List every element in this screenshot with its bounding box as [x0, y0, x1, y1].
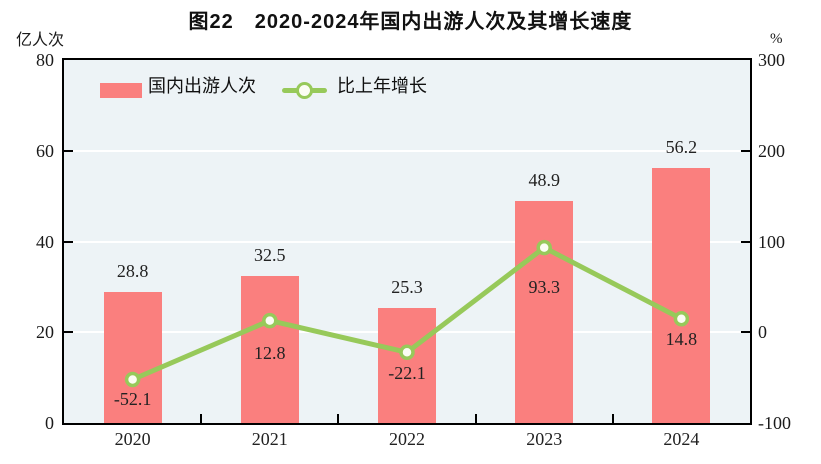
- chart-title: 图22 2020-2024年国内出游人次及其增长速度: [188, 11, 633, 33]
- left-axis-unit-label: 亿人次: [16, 32, 65, 49]
- x-axis-label-2023: 2023: [526, 429, 563, 449]
- x-axis-label-2024: 2024: [663, 429, 700, 449]
- line-marker-2021: [262, 312, 278, 329]
- bar-label-2024: 56.2: [665, 136, 698, 157]
- line-marker-2022: [399, 344, 415, 361]
- bar-2023: [515, 201, 574, 423]
- bottom-axis-tick: [337, 414, 340, 423]
- bar-2022: [378, 308, 436, 423]
- right-axis-tick: [741, 240, 750, 243]
- bottom-axis-tick: [611, 414, 614, 423]
- legend-label-line: 比上年增长: [337, 76, 427, 96]
- right-axis-tick-label: 0: [758, 322, 767, 343]
- bar-label-2022: 25.3: [391, 277, 423, 298]
- bar-2024: [652, 168, 711, 423]
- line-marker-2020: [124, 371, 141, 388]
- x-axis-label-2020: 2020: [114, 429, 151, 449]
- bar-label-2020: 28.8: [116, 261, 149, 282]
- line-label-2021: 12.8: [254, 342, 286, 363]
- line-marker-2024: [673, 311, 690, 327]
- gridline-40: [64, 240, 750, 243]
- left-axis-tick: [64, 240, 73, 243]
- right-axis-tick-label: 300: [758, 50, 785, 70]
- bottom-axis-tick: [200, 414, 203, 423]
- line-label-2022: -22.1: [388, 363, 426, 384]
- x-axis-label-2021: 2021: [251, 429, 288, 449]
- right-axis-unit-label: %: [770, 31, 783, 47]
- chart-legend: 国内出游人次 比上年增长: [64, 60, 750, 120]
- right-axis-tick-label: 200: [758, 140, 785, 161]
- right-axis-tick: [741, 149, 750, 152]
- bottom-axis-tick: [474, 414, 477, 423]
- left-axis-tick-label: 60: [36, 140, 54, 161]
- plot-area: 国内出游人次 比上年增长 28.8 32.5 25.3 48.9 56.2 -52.1 12…: [62, 58, 752, 425]
- left-axis-tick: [64, 331, 73, 334]
- right-axis-tick-label: 100: [758, 231, 785, 252]
- x-axis-label-2022: 2022: [389, 429, 425, 449]
- legend-label-bars: 国内出游人次: [148, 76, 256, 96]
- left-axis-tick-label: 40: [36, 231, 54, 252]
- left-axis-tick-label: 20: [36, 322, 54, 343]
- left-axis-tick-label: 80: [36, 50, 54, 70]
- bar-2020: [103, 292, 162, 423]
- right-axis-tick-label: -100: [758, 413, 791, 433]
- right-axis-tick: [741, 331, 750, 334]
- line-label-2024: 14.8: [665, 328, 698, 349]
- left-axis-tick-label: 0: [45, 413, 54, 433]
- legend-line-marker-icon: [296, 82, 313, 99]
- line-label-2020: -52.1: [113, 388, 152, 409]
- gridline-60: [64, 149, 750, 152]
- bar-2021: [240, 275, 299, 423]
- growth-line-chart: [124, 239, 690, 388]
- legend-bar-swatch: [100, 83, 142, 98]
- line-label-2023: 93.3: [528, 276, 560, 297]
- bar-label-2023: 48.9: [528, 170, 560, 191]
- left-axis-tick: [64, 149, 73, 152]
- line-marker-2023: [536, 239, 552, 256]
- bar-label-2021: 32.5: [254, 244, 286, 265]
